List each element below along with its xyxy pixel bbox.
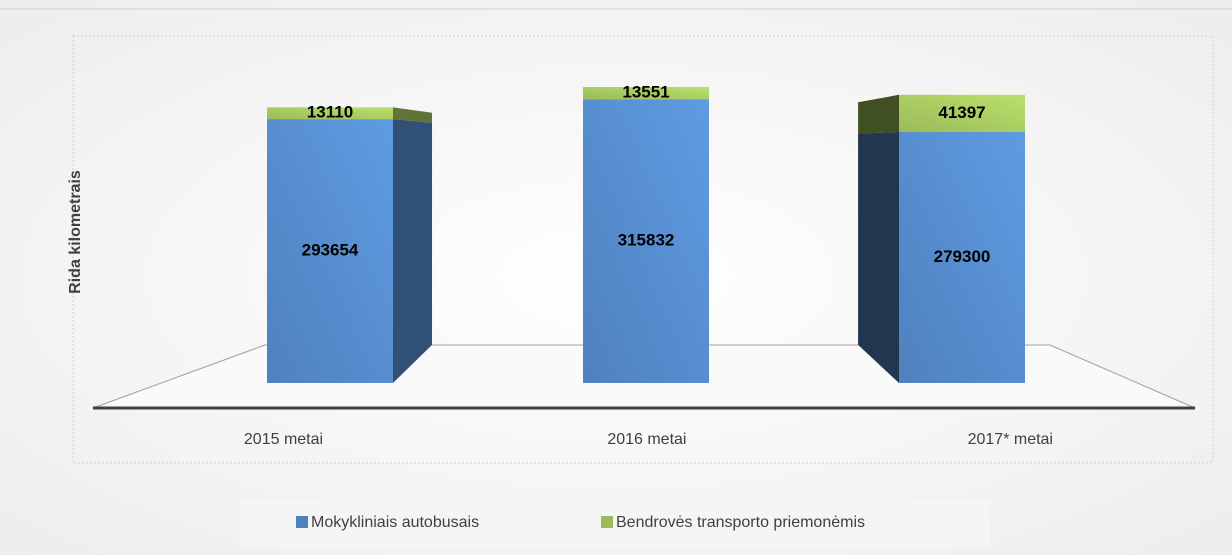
bar <box>899 94 1025 133</box>
data-label: 315832 <box>618 231 675 250</box>
legend-box <box>241 500 990 548</box>
data-label: 13551 <box>622 83 669 102</box>
data-label: 279300 <box>934 247 991 266</box>
legend-label: Mokykliniais autobusais <box>311 514 479 531</box>
bar-side <box>858 132 899 383</box>
bar <box>583 87 709 100</box>
bars: 293654 13110 315832 13551 279300 41397 <box>267 83 1025 384</box>
data-label: 41397 <box>938 103 985 122</box>
bar <box>583 99 709 383</box>
bar <box>899 132 1025 383</box>
bar <box>267 107 393 120</box>
data-label: 13110 <box>307 103 353 122</box>
legend-swatch <box>601 516 613 528</box>
bar-side <box>393 107 433 123</box>
x-tick-label: 2015 metai <box>244 431 323 448</box>
legend-label: Bendrovės transporto priemonėmis <box>616 514 865 531</box>
data-label: 293654 <box>302 241 359 260</box>
bar <box>267 119 393 384</box>
bar-side <box>858 94 899 134</box>
x-tick-label: 2016 metai <box>607 431 686 448</box>
legend-swatch <box>296 516 308 528</box>
x-tick-label: 2017* metai <box>968 431 1053 448</box>
bar-side <box>393 119 433 384</box>
plot-area <box>72 35 1214 464</box>
y-axis-label: Rida kilometrais <box>67 170 84 294</box>
